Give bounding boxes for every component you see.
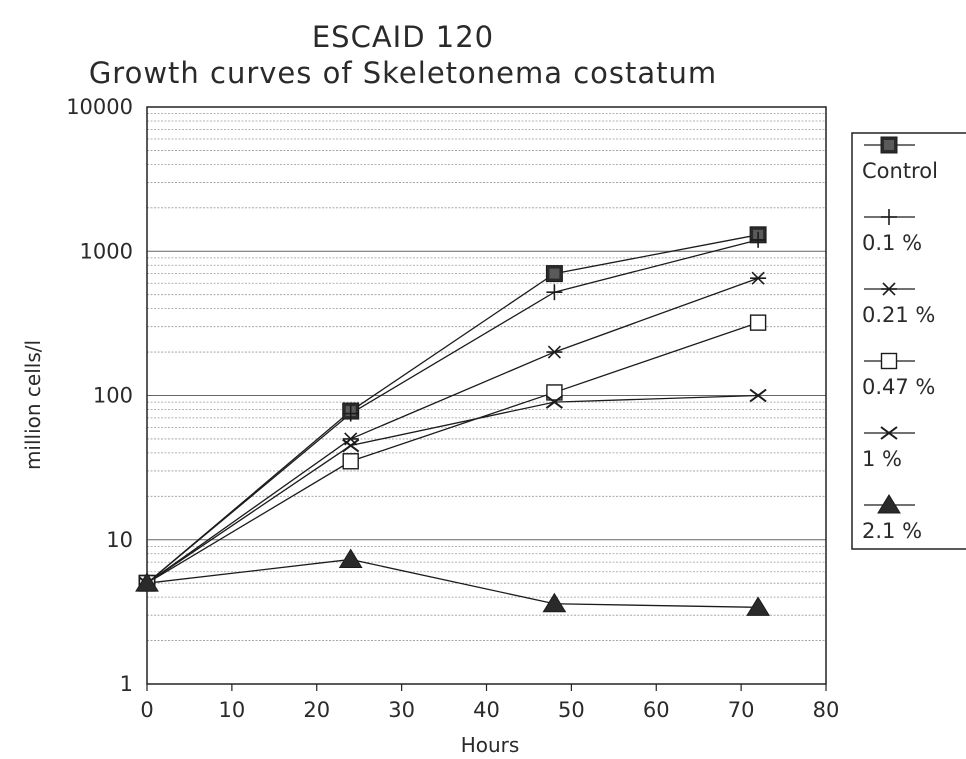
x-tick-label: 60 bbox=[643, 698, 670, 722]
x-tick-label: 80 bbox=[813, 698, 840, 722]
data-point-series-6 bbox=[746, 596, 770, 616]
x-tick-label: 70 bbox=[728, 698, 755, 722]
series-line-3 bbox=[146, 277, 759, 584]
legend: Control 0.1 % 0.21 % 0.47 % 1 % 2.1 % bbox=[851, 132, 966, 550]
x-tick-label: 40 bbox=[473, 698, 500, 722]
x-tick-label: 20 bbox=[303, 698, 330, 722]
data-point-series-6 bbox=[135, 572, 159, 592]
x-tick-label: 50 bbox=[558, 698, 585, 722]
legend-label: 0.1 % bbox=[862, 231, 922, 255]
legend-marker bbox=[880, 352, 898, 370]
data-point-series-3 bbox=[750, 271, 767, 285]
y-axis-label: million cells/l bbox=[21, 340, 45, 470]
y-tick-label: 1000 bbox=[80, 239, 133, 263]
y-axis-ticks: 1 10 100 1000 10000 bbox=[66, 95, 133, 696]
data-point-series-6 bbox=[338, 548, 363, 568]
data-point-series-3 bbox=[546, 345, 563, 359]
data-point-series-1 bbox=[545, 265, 563, 283]
y-tick-label: 10 bbox=[106, 528, 133, 552]
chart-subtitle: Growth curves of Skeletonema costatum bbox=[89, 56, 717, 90]
legend-marker bbox=[880, 136, 898, 154]
legend-marker bbox=[881, 209, 897, 225]
data-point-series-6 bbox=[542, 592, 567, 613]
y-tick-label: 100 bbox=[93, 384, 133, 408]
data-point-series-4 bbox=[749, 314, 767, 331]
series-layer bbox=[135, 226, 770, 616]
x-tick-label: 0 bbox=[140, 698, 153, 722]
data-point-series-2 bbox=[342, 405, 359, 422]
y-tick-label: 1 bbox=[120, 672, 133, 696]
x-axis-ticks: 0 10 20 30 40 50 60 70 80 bbox=[140, 684, 839, 722]
data-point-series-2 bbox=[750, 231, 767, 248]
legend-label: 0.21 % bbox=[862, 303, 935, 327]
x-tick-label: 30 bbox=[388, 698, 415, 722]
chart-title: ESCAID 120 bbox=[312, 20, 494, 54]
series-line-6 bbox=[146, 558, 759, 608]
legend-marker bbox=[877, 494, 901, 514]
data-point-series-2 bbox=[546, 284, 563, 301]
data-point-series-4 bbox=[342, 453, 359, 470]
series-line-5 bbox=[146, 394, 759, 584]
x-axis-label: Hours bbox=[461, 733, 520, 757]
data-point-series-4 bbox=[546, 384, 563, 401]
series-line-2 bbox=[146, 239, 759, 584]
grid-lines bbox=[147, 113, 826, 641]
x-tick-label: 10 bbox=[219, 698, 246, 722]
legend-label: 0.47 % bbox=[862, 375, 935, 399]
data-point-series-5 bbox=[342, 438, 360, 453]
legend-label: Control bbox=[862, 159, 938, 183]
legend-marker bbox=[881, 282, 897, 296]
legend-label: 1 % bbox=[862, 447, 902, 471]
series-line-4 bbox=[146, 322, 759, 584]
legend-box bbox=[851, 132, 966, 550]
series-line-1 bbox=[146, 234, 759, 584]
legend-label: 2.1 % bbox=[862, 519, 922, 543]
y-tick-label: 10000 bbox=[66, 95, 133, 119]
legend-marker bbox=[880, 426, 898, 440]
data-point-series-5 bbox=[545, 395, 564, 409]
data-point-series-5 bbox=[749, 388, 767, 403]
